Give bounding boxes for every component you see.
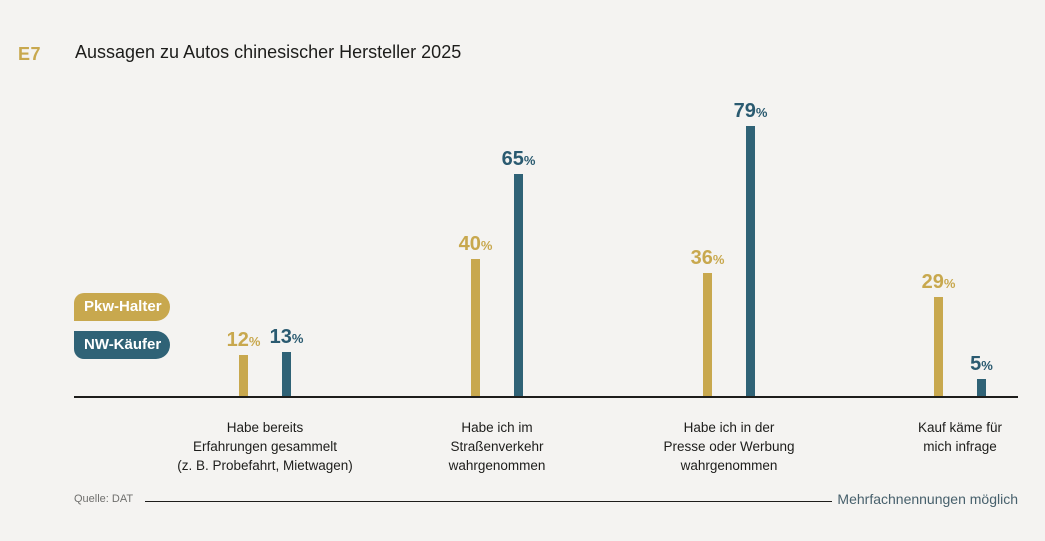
value-number: 13 <box>269 326 292 348</box>
category-label: Habe bereits Erfahrungen gesammelt (z. B. … <box>140 418 390 475</box>
bar-nw-kaeufer-group-4 <box>977 379 986 396</box>
category-label-line: mich infrage <box>923 439 997 454</box>
value-unit: % <box>712 252 725 267</box>
value-unit: % <box>523 153 536 168</box>
value-label: 40% <box>431 233 521 257</box>
value-label: 36% <box>663 247 753 271</box>
legend-label: NW-Käufer <box>84 336 162 353</box>
bar-nw-kaeufer-group-2 <box>514 174 523 396</box>
category-label: Habe ich in der Presse oder Werbung wahrge… <box>604 418 854 475</box>
bar-pkw-halter-group-3 <box>703 273 712 396</box>
category-label-line: Presse oder Werbung <box>663 439 795 454</box>
category-label-line: wahrgenommen <box>448 458 546 473</box>
value-unit: % <box>755 105 768 120</box>
category-label-line: Habe bereits <box>226 420 304 435</box>
value-number: 29 <box>921 271 944 293</box>
category-label-line: Habe ich in der <box>683 420 775 435</box>
bar-pkw-halter-group-4 <box>934 297 943 396</box>
bar-pkw-halter-group-2 <box>471 259 480 396</box>
value-number: 40 <box>458 233 481 255</box>
source-note: Quelle: DAT <box>74 493 134 505</box>
value-unit: % <box>981 358 993 373</box>
value-unit: % <box>248 334 261 349</box>
value-label: 65% <box>474 148 564 172</box>
category-label-line: (z. B. Probefahrt, Mietwagen) <box>177 458 353 473</box>
value-label: 79% <box>706 100 796 124</box>
footer-divider <box>145 501 832 502</box>
legend-label: Pkw-Halter <box>84 298 162 315</box>
x-axis-line <box>74 396 1018 398</box>
bar-nw-kaeufer-group-3 <box>746 126 755 396</box>
category-label-line: Straßenverkehr <box>450 439 544 454</box>
value-number: 5 <box>970 353 982 375</box>
bar-pkw-halter-group-1 <box>239 355 248 396</box>
value-label: 5% <box>937 353 1027 377</box>
bar-nw-kaeufer-group-1 <box>282 352 291 396</box>
value-number: 36 <box>690 247 713 269</box>
value-unit: % <box>291 331 304 346</box>
category-label-line: Erfahrungen gesammelt <box>192 439 338 454</box>
value-number: 65 <box>501 148 524 170</box>
category-label: Kauf käme für mich infrage <box>835 418 1045 456</box>
value-label: 29% <box>894 271 984 295</box>
value-unit: % <box>943 276 956 291</box>
chart-title: Aussagen zu Autos chinesischer Herstelle… <box>75 42 462 62</box>
category-label-line: Kauf käme für <box>917 420 1003 435</box>
category-label-line: wahrgenommen <box>680 458 778 473</box>
value-number: 79 <box>733 100 756 122</box>
value-number: 12 <box>226 329 249 351</box>
category-label-line: Habe ich im <box>461 420 533 435</box>
value-unit: % <box>480 238 493 253</box>
legend-item-nw-kaeufer: NW-Käufer <box>74 331 170 359</box>
figure-code: E7 <box>18 44 42 64</box>
value-label: 12% <box>199 329 289 353</box>
multiple-answers-note: Mehrfachnennungen möglich <box>837 491 1018 507</box>
value-label: 13% <box>242 326 332 350</box>
legend-item-pkw-halter: Pkw-Halter <box>74 293 170 321</box>
category-label: Habe ich im Straßenverkehr wahrgenommen <box>372 418 622 475</box>
